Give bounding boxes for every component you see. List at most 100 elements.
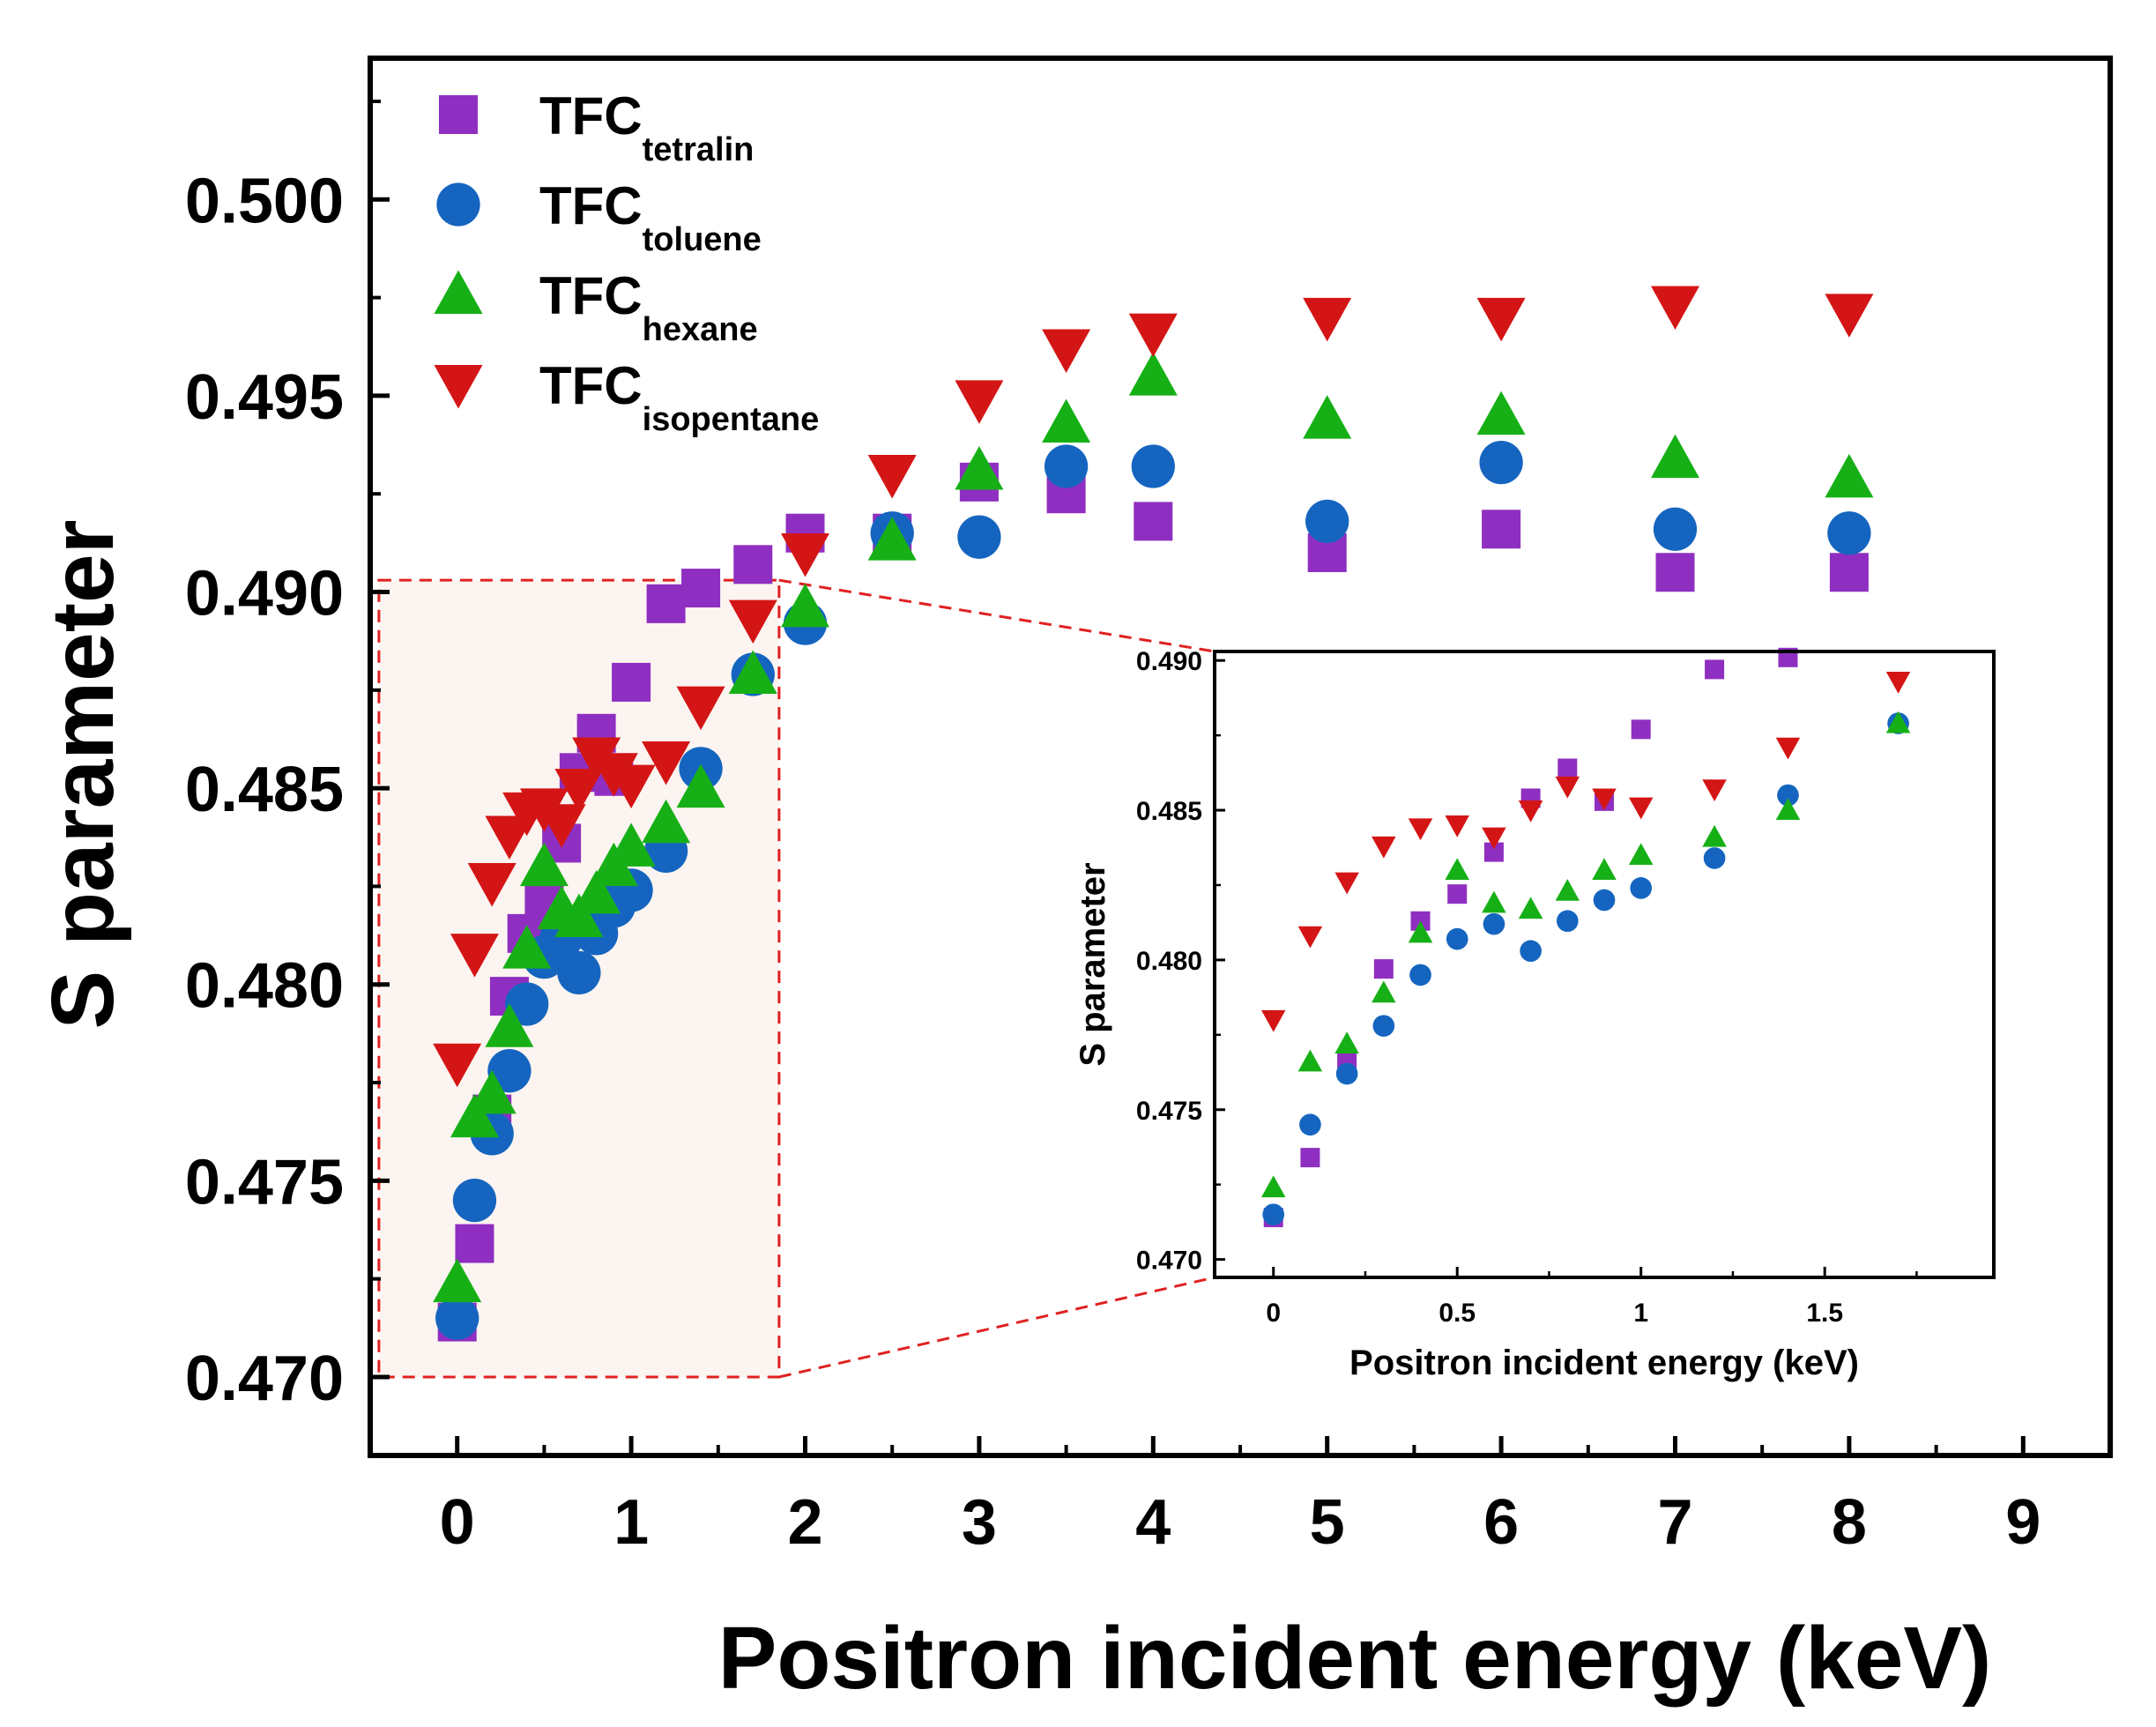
data-point-tetralin [646,584,686,623]
data-point-isopentane [728,599,777,644]
data-point-toluene [435,1296,480,1340]
data-point-isopentane [1042,329,1091,373]
inset-x-tick-label: 0 [1266,1299,1281,1328]
data-point-isopentane [1128,313,1178,358]
inset-data-point-isopentane [1372,836,1396,859]
data-point-toluene [505,982,549,1026]
main-x-tick-label: 9 [2005,1487,2041,1558]
data-point-hexane [433,1258,482,1303]
data-point-isopentane [955,380,1004,424]
main-axis-ticks: 0 1 2 3 4 5 6 7 8 9 0.470 0.475 0.480 0.485 0.490 0.495… [185,99,2041,1558]
inset-data-point-hexane [1628,843,1654,866]
inset-data-point-isopentane [1885,671,1911,694]
main-y-tick-label: 0.470 [185,1344,344,1414]
main-x-tick-label: 5 [1310,1487,1345,1558]
data-point-toluene [1653,507,1698,551]
data-point-isopentane [554,769,604,813]
legend-label-tetralin: TFCtetralin [539,86,754,168]
inset-data-point-toluene [1483,912,1505,935]
data-point-isopentane [450,934,499,978]
inset-data-point-hexane [1482,890,1506,913]
data-point-hexane [502,925,552,969]
inset-data-point-hexane [1555,879,1580,901]
inset-y-axis-title: S parameter [1074,862,1112,1066]
data-point-tetralin [1134,502,1173,541]
main-data-points [433,286,1874,1342]
main-y-tick-label: 0.490 [185,559,344,629]
inset-data-point-hexane [1885,711,1911,733]
inset-data-point-toluene [1777,784,1799,807]
inset-data-point-hexane [1518,897,1543,919]
inset-data-point-toluene [1556,910,1579,933]
inset-data-point-tetralin [1373,959,1394,979]
inset-data-point-tetralin [1631,719,1651,740]
main-x-tick-label: 7 [1657,1487,1692,1558]
inset-background [1215,651,1994,1277]
main-x-tick-label: 1 [613,1487,649,1558]
legend-marker-toluene [436,182,480,227]
data-point-hexane [519,842,569,887]
inset-data-point-hexane [1775,798,1801,821]
inset-data-point-isopentane [1628,797,1654,820]
inset-y-tick-label: 0.490 [1136,647,1202,676]
inset-data-point-hexane [1445,858,1469,880]
data-point-hexane [728,650,777,695]
main-x-tick-label: 6 [1483,1487,1519,1558]
data-point-hexane [781,583,829,628]
inset-data-point-toluene [1335,1062,1358,1085]
data-point-isopentane [433,1043,482,1088]
inset-data-point-hexane [1260,1175,1286,1198]
data-point-hexane [572,869,621,914]
legend: TFCtetralinTFCtolueneTFChexaneTFCisopent… [434,86,819,438]
inset-data-point-isopentane [1518,800,1543,823]
inset-data-point-isopentane [1260,1009,1286,1032]
main-x-tick-label: 3 [962,1487,997,1558]
inset-data-point-toluene [1593,889,1616,912]
data-point-isopentane [1303,297,1352,342]
inset-data-point-tetralin [1483,842,1504,862]
legend-label-hexane: TFChexane [539,266,758,348]
inset-data-point-isopentane [1555,776,1580,799]
inset-data-point-hexane [1592,858,1617,880]
inset-y-tick-label: 0.470 [1136,1247,1202,1276]
data-point-hexane [554,893,604,938]
inset-data-point-isopentane [1408,818,1433,841]
data-point-tetralin [1829,553,1869,592]
inset-data-point-toluene [1409,964,1431,986]
data-point-isopentane [537,804,586,848]
data-point-tetralin [455,1224,494,1263]
data-point-isopentane [1651,286,1699,330]
data-point-toluene [957,515,1001,559]
data-point-toluene [452,1178,497,1223]
legend-marker-hexane [434,270,483,314]
data-point-isopentane [781,532,829,577]
data-point-toluene [1305,499,1349,544]
data-point-hexane [867,517,917,561]
inset-data-point-hexane [1702,824,1727,847]
data-point-tetralin [612,662,651,702]
inset-x-tick-label: 1.5 [1806,1299,1843,1328]
inset-data-point-toluene [1446,927,1468,950]
data-point-hexane [467,1069,517,1114]
data-point-isopentane [1825,294,1874,338]
data-point-isopentane [485,815,534,860]
inset-data-point-hexane [1297,1049,1323,1072]
main-x-tick-label: 0 [440,1487,475,1558]
inset-data-point-isopentane [1592,788,1617,811]
data-point-hexane [1128,352,1178,396]
data-point-hexane [485,1003,534,1047]
inset-data-point-toluene [1703,847,1726,869]
main-y-tick-label: 0.475 [185,1147,344,1217]
zoom-connector-line-bottom [778,1276,1216,1379]
inset-data-point-isopentane [1482,827,1506,850]
data-point-tetralin [1655,553,1695,592]
inset-data-point-tetralin [1558,758,1578,778]
data-point-hexane [450,1093,499,1138]
inset-plot-frame [1213,650,1996,1279]
inset-data-point-isopentane [1297,926,1323,949]
inset-data-point-toluene [1372,1015,1395,1037]
inset-data-point-hexane [1334,1031,1359,1054]
main-y-tick-label: 0.485 [185,755,344,825]
data-point-isopentane [676,686,725,731]
inset-data-point-toluene [1630,877,1653,899]
